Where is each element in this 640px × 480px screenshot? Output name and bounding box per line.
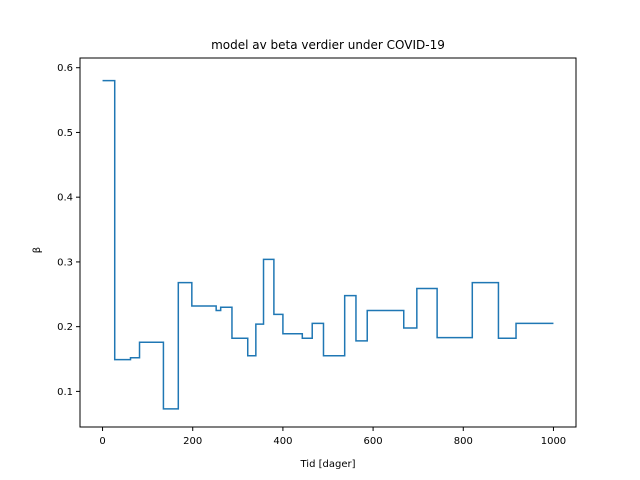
plot-area	[102, 79, 554, 410]
x-tick-label: 800	[454, 436, 473, 447]
x-tick-label: 200	[183, 436, 202, 447]
x-tick-label: 600	[364, 436, 383, 447]
x-tick-label: 1000	[541, 436, 566, 447]
y-tick-label: 0.5	[57, 128, 73, 139]
y-tick-label: 0.2	[57, 322, 73, 333]
y-tick-label: 0.6	[57, 63, 73, 74]
y-tick-label: 0.4	[57, 193, 73, 204]
x-axis-label: Tid [dager]	[300, 459, 356, 470]
beta-series-line	[102, 79, 554, 410]
x-tick-label: 0	[99, 436, 105, 447]
y-axis-label: β	[32, 247, 43, 253]
x-tick-label: 400	[273, 436, 292, 447]
y-tick-label: 0.3	[57, 257, 73, 268]
chart-title: model av beta verdier under COVID-19	[211, 38, 445, 52]
x-axis: 0 200 400 600 800 1000	[99, 427, 566, 447]
y-tick-label: 0.1	[57, 387, 73, 398]
plot-frame	[79, 57, 577, 428]
y-axis: 0.1 0.2 0.3 0.4 0.5 0.6	[57, 63, 80, 398]
